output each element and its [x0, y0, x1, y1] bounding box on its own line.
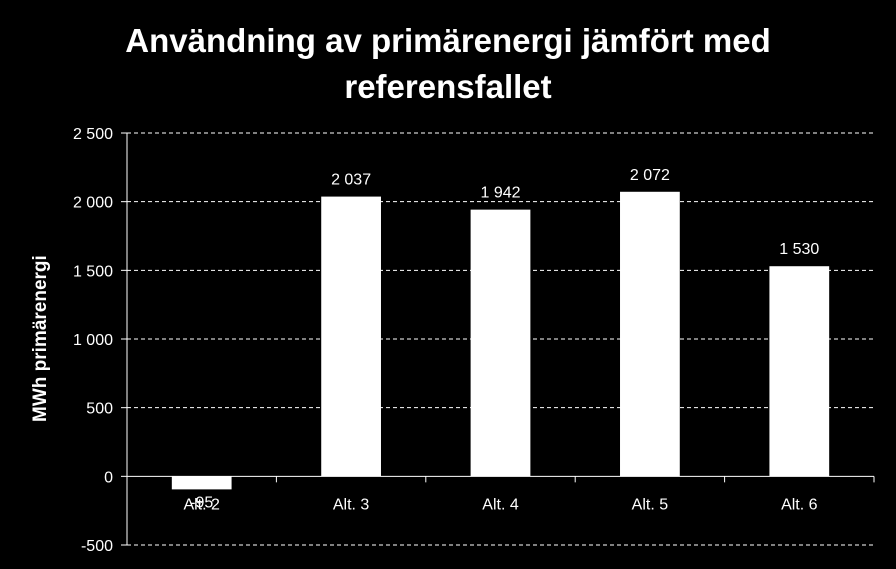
data-label: 1 942	[480, 185, 520, 202]
bar-alt-3	[321, 196, 381, 477]
data-label: 1 530	[779, 241, 819, 258]
bar-alt-6	[769, 266, 830, 477]
chart-title-line-1: Användning av primärenergi jämfört med	[125, 22, 771, 59]
bar-alt-2	[171, 476, 232, 490]
x-tick-label: Alt. 3	[333, 496, 370, 513]
data-label: -95	[190, 494, 213, 511]
axes	[121, 132, 875, 546]
labels: -500 0 500 1 000 1 500 2 000 2 500 Alt. 2-95 Alt…	[73, 126, 819, 555]
x-tick-label: Alt. 6	[781, 496, 818, 513]
y-tick-label: 1 500	[73, 263, 113, 280]
y-tick-label: 0	[104, 469, 113, 486]
chart-title-line-2: referensfallet	[344, 68, 552, 105]
y-tick-label: 500	[86, 401, 113, 418]
data-label: 2 072	[630, 167, 670, 184]
x-tick-label: Alt. 2	[183, 496, 220, 513]
bar-alt-5	[620, 191, 680, 477]
x-tick-label: Alt. 5	[632, 496, 669, 513]
x-tick-label: Alt. 4	[482, 496, 519, 513]
y-tick-label: 2 500	[73, 126, 113, 143]
bars	[171, 191, 830, 490]
data-label: 2 037	[331, 172, 371, 189]
bar-alt-4	[470, 209, 531, 477]
y-tick-label: 2 000	[73, 195, 113, 212]
y-tick-label: -500	[81, 538, 113, 555]
chart-title: Användning av primärenergi jämfört med r…	[0, 18, 896, 110]
y-tick-label: 1 000	[73, 332, 113, 349]
